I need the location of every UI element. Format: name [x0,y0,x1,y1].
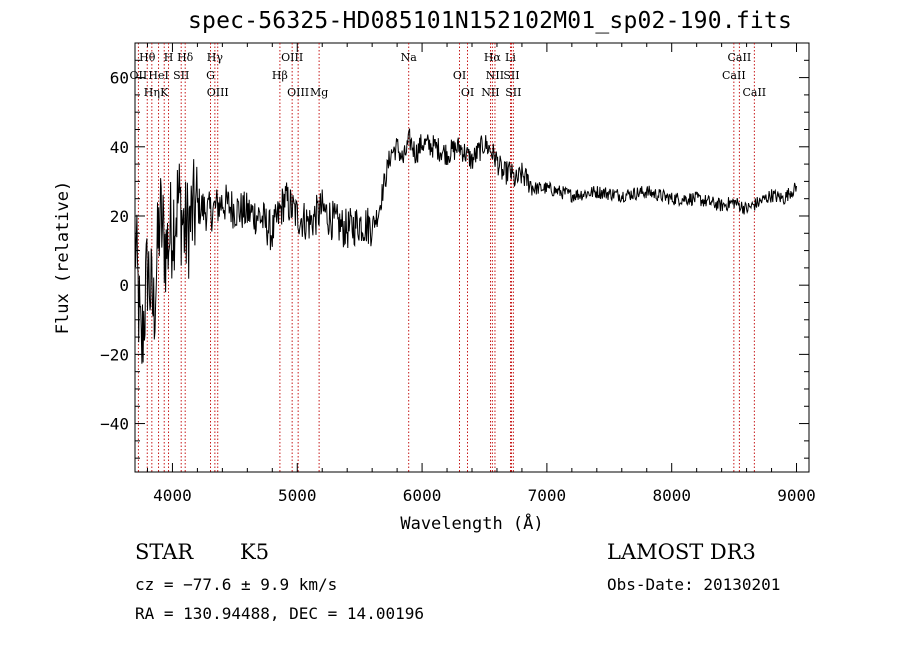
object-type: STAR [135,540,194,564]
y-tick-label: 0 [119,276,129,295]
line-label: K [160,86,169,99]
line-label: CaII [722,69,746,82]
x-tick-label: 9000 [777,486,816,505]
line-label: OIII [207,86,229,99]
y-tick-label: 60 [110,69,129,88]
survey-name: LAMOST DR3 [607,540,756,564]
line-label: OIII [281,51,303,64]
line-label: OI [461,86,474,99]
line-label: CaII [742,86,766,99]
line-label: OI [453,69,466,82]
chart-title: spec-56325-HD085101N152102M01_sp02-190.f… [187,8,793,34]
line-label: HeI [148,69,168,82]
observation-date: Obs-Date: 20130201 [607,575,781,594]
y-tick-label: −40 [100,415,129,434]
line-label: NII [486,69,504,82]
line-label: SII [503,69,519,82]
line-label: OII [130,69,148,82]
line-label: Mg [310,86,328,99]
x-tick-label: 5000 [278,486,317,505]
line-label: Hα [484,51,502,64]
line-label: SII [173,69,189,82]
spectral-subclass: K5 [240,540,270,564]
y-tick-label: 40 [110,138,129,157]
line-label: Hβ [272,69,288,82]
x-tick-label: 8000 [652,486,691,505]
line-label: Hδ [177,51,194,64]
line-label: Hθ [139,51,156,64]
y-tick-label: 20 [110,207,129,226]
y-axis-label: Flux (relative) [53,181,73,335]
plot-frame [134,42,810,473]
redshift-cz: cz = −77.6 ± 9.9 km/s [135,575,338,594]
x-tick-label: 4000 [153,486,192,505]
x-axis-label: Wavelength (Å) [400,512,543,534]
line-label: CaII [728,51,752,64]
x-tick-label: 6000 [403,486,442,505]
y-tick-label: −20 [100,345,129,364]
line-label: OIII [287,86,309,99]
line-label: Li [505,51,516,64]
line-label: SII [505,86,521,99]
line-label: G [206,69,215,82]
coordinates: RA = 130.94488, DEC = 14.00196 [135,604,424,623]
line-label: H [164,51,174,64]
line-label: Na [401,51,418,64]
x-tick-label: 7000 [528,486,567,505]
line-label: Hη [144,86,160,99]
line-label: Hγ [207,51,224,64]
spectrum-line [134,128,797,364]
line-label: NII [481,86,499,99]
